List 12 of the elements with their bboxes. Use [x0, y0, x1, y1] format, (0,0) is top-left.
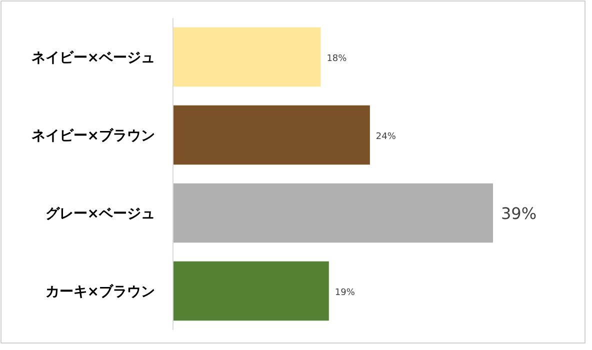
data-label: 24%	[376, 132, 396, 142]
bar	[173, 27, 321, 87]
y-tick-label: グレー×ベージュ	[45, 206, 155, 222]
y-tick-label: カーキ×ブラウン	[45, 283, 155, 300]
bar	[173, 105, 370, 165]
data-label: 18%	[326, 54, 348, 64]
bar	[173, 183, 493, 243]
data-label: 39%	[501, 204, 537, 223]
bar	[173, 261, 329, 321]
y-tick-label: ネイビー×ブラウン	[31, 127, 155, 144]
y-tick-label: ネイビー×ベージュ	[31, 50, 155, 66]
data-label: 19%	[334, 288, 356, 298]
